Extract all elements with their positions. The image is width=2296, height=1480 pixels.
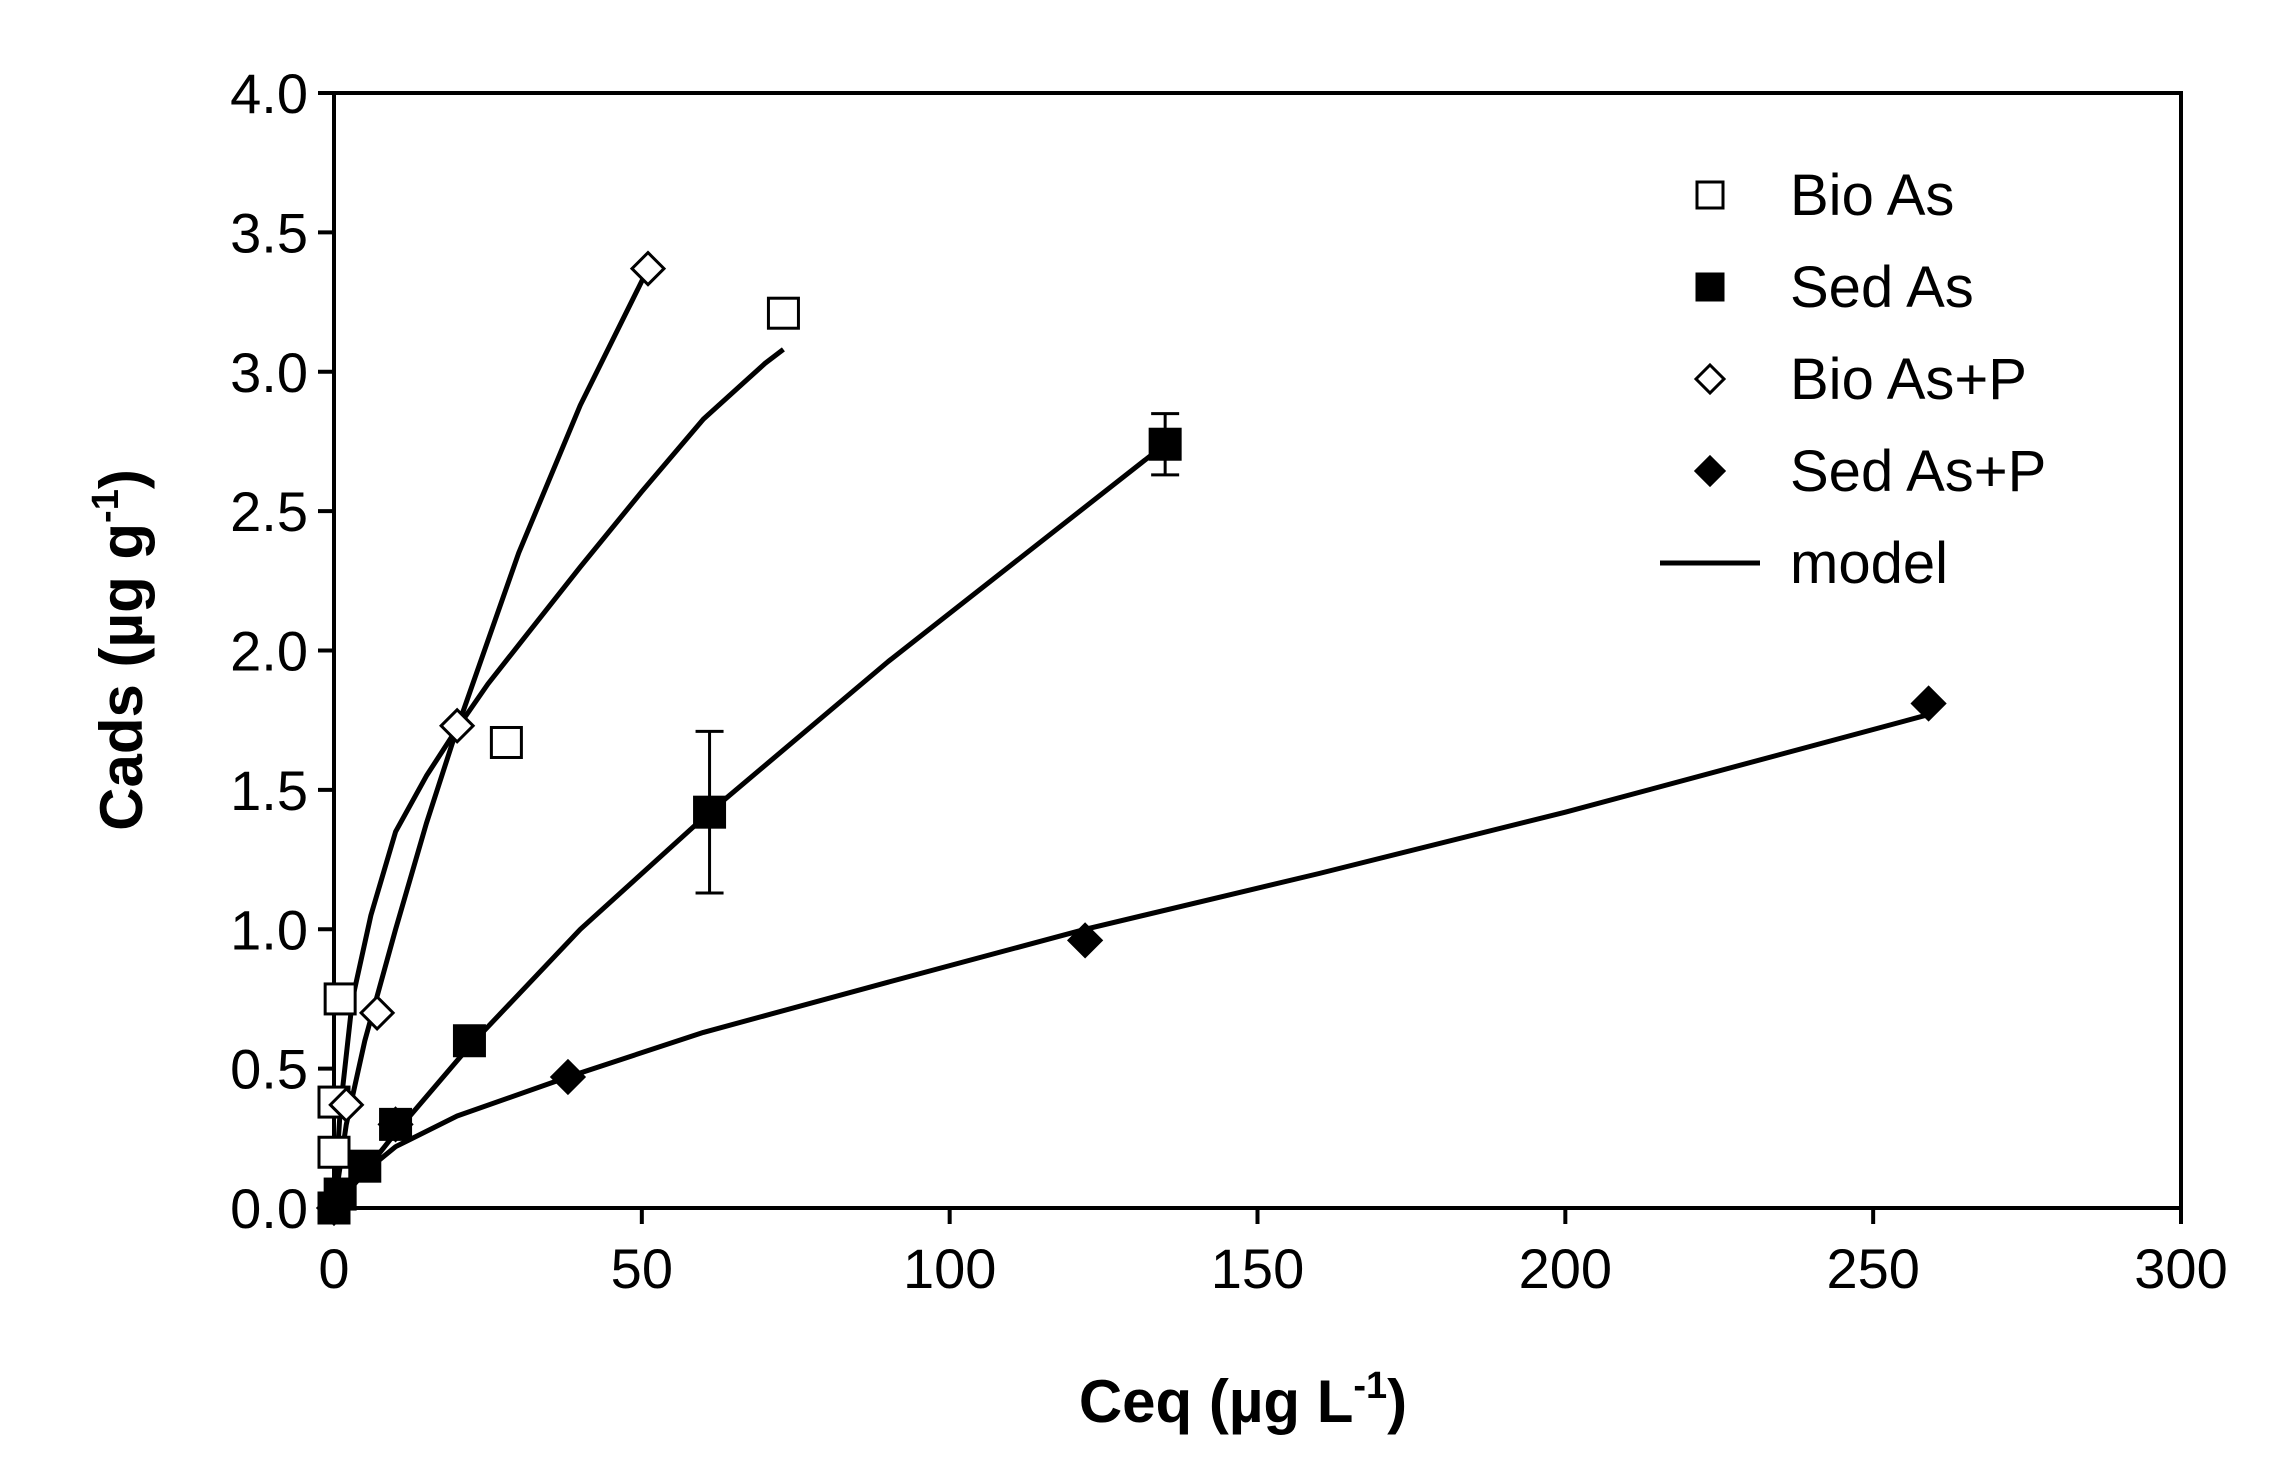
y-tick-label: 2.5 xyxy=(230,480,308,543)
legend: Bio As Sed As Bio As+P Sed As+P model xyxy=(1660,163,2046,596)
y-tick-label: 3.0 xyxy=(230,341,308,404)
point-bio-as-p xyxy=(439,707,476,744)
x-tick-label: 300 xyxy=(2134,1237,2227,1300)
y-tick-label: 1.5 xyxy=(230,759,308,822)
x-tick-label: 0 xyxy=(318,1237,349,1300)
point-sed-as xyxy=(452,1024,486,1058)
legend-item-bio-as-p: Bio As+P xyxy=(1693,347,2027,412)
x-tick-label: 100 xyxy=(903,1237,996,1300)
y-tick-label: 3.5 xyxy=(230,201,308,264)
point-sed-as-p xyxy=(549,1058,587,1096)
y-tick-label: 0.0 xyxy=(230,1177,308,1240)
point-sed-as xyxy=(348,1149,382,1183)
legend-item-sed-as: Sed As xyxy=(1695,255,1974,320)
point-bio-as-p xyxy=(328,1086,365,1123)
model-curve-sed-as xyxy=(332,442,1167,1210)
point-bio-as-p xyxy=(629,250,667,287)
legend-marker-sed-as xyxy=(1695,272,1725,302)
x-tick-label: 200 xyxy=(1519,1237,1612,1300)
point-sed-as xyxy=(693,795,727,829)
legend-item-bio-as: Bio As xyxy=(1695,163,1954,228)
point-sed-as-p xyxy=(1910,685,1947,722)
legend-label: Bio As+P xyxy=(1790,347,2027,412)
point-bio-as xyxy=(317,1135,351,1169)
x-tick-label: 250 xyxy=(1826,1237,1919,1300)
model-curve-sed-as-p xyxy=(332,712,1930,1210)
legend-item-model: model xyxy=(1660,531,1948,596)
legend-marker-bio-as-p xyxy=(1693,362,1727,396)
point-bio-as xyxy=(766,296,800,330)
y-axis-title: Cads (µg g-1) xyxy=(85,469,155,831)
y-tick-label: 4.0 xyxy=(230,62,308,125)
point-sed-as xyxy=(1148,427,1182,461)
x-tick-label: 50 xyxy=(611,1237,673,1300)
legend-marker-sed-as-p xyxy=(1693,454,1727,488)
point-bio-as xyxy=(323,982,357,1016)
tick-labels: 0.0 0.5 1.0 1.5 2.0 2.5 3.0 3.5 4.0 0 50 100 150 200 2… xyxy=(230,62,2228,1300)
y-tick-label: 0.5 xyxy=(230,1038,308,1101)
legend-item-sed-as-p: Sed As+P xyxy=(1693,439,2046,504)
legend-label: Sed As xyxy=(1790,255,1974,320)
legend-label: Sed As+P xyxy=(1790,439,2046,504)
y-tick-label: 2.0 xyxy=(230,620,308,683)
point-bio-as-p xyxy=(358,994,396,1031)
legend-marker-bio-as xyxy=(1695,180,1725,210)
point-sed-as-p xyxy=(1066,922,1104,959)
point-sed-as-p xyxy=(377,1106,414,1143)
data-markers xyxy=(315,250,1947,1227)
y-tick-label: 1.0 xyxy=(230,898,308,961)
error-bars xyxy=(695,412,1180,895)
x-tick-label: 150 xyxy=(1211,1237,1304,1300)
legend-label: model xyxy=(1790,531,1948,596)
x-axis-title: Ceq (µg L-1) xyxy=(1079,1365,1407,1435)
point-bio-as xyxy=(489,725,523,759)
point-sed-as-p xyxy=(315,1189,353,1227)
legend-label: Bio As xyxy=(1790,163,1954,228)
